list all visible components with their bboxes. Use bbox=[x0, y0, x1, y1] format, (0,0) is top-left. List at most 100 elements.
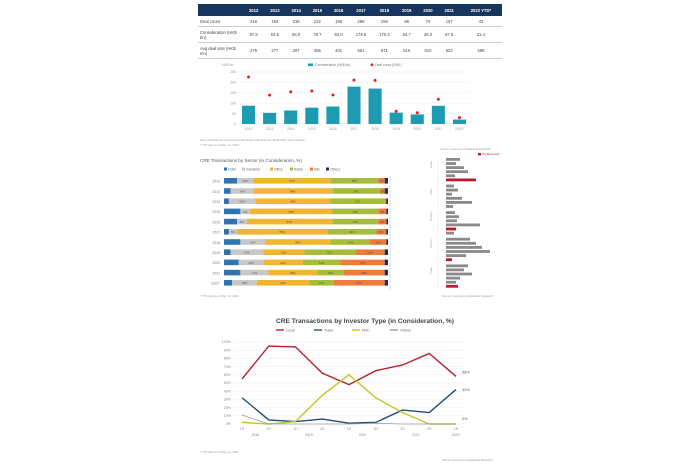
table-header-year: 2018 bbox=[372, 4, 397, 16]
sector-segment bbox=[228, 229, 238, 235]
segment-data-label: 18% bbox=[367, 251, 373, 255]
side-bar bbox=[446, 196, 462, 200]
sector-segment bbox=[332, 208, 379, 215]
segment-data-label: 25% bbox=[361, 271, 367, 275]
consideration-bar-chart: 0 50 100 150 200 250 HK$ bn 2012 2013 2014 2015 201… bbox=[222, 63, 470, 131]
legend-label-investor: Trade bbox=[324, 328, 333, 332]
segment-data-label: 55% bbox=[279, 230, 285, 234]
sector-segment bbox=[378, 218, 387, 225]
table-row: Consideration (HK$ bn) 87.8 53.6 65.0 78.7 84… bbox=[198, 26, 502, 43]
segment-data-label: 3% bbox=[380, 189, 385, 193]
sector-segment bbox=[238, 259, 264, 266]
sector-segment bbox=[232, 280, 257, 286]
x-tick-label: 2018 bbox=[371, 127, 379, 131]
segment-data-label: 10% bbox=[229, 210, 235, 214]
legend-swatch-sector bbox=[224, 167, 227, 171]
y-tick-label: 2013 bbox=[212, 190, 220, 194]
investor-breakdown-side-chart: Local PRC Foreign Others Trade Private Funds bbox=[429, 152, 500, 289]
y-tick-label: 2019 bbox=[212, 251, 220, 255]
y-tick-label: 0% bbox=[226, 422, 232, 426]
x-year-label: 2018 bbox=[252, 433, 260, 437]
side-bar bbox=[446, 280, 456, 284]
side-bar bbox=[446, 254, 466, 257]
table-header-blank bbox=[198, 4, 243, 16]
x-tick-label: 2021 bbox=[435, 127, 443, 131]
sector-segment bbox=[263, 259, 303, 266]
side-bar bbox=[446, 284, 458, 288]
y-axis-label: HK$ bn bbox=[222, 63, 233, 67]
table-header-row: 2012 2013 2014 2015 2016 2017 2018 2019 … bbox=[198, 4, 502, 16]
sector-segment bbox=[237, 218, 247, 225]
x-tick-label: 1H bbox=[454, 427, 459, 431]
deal-count-point bbox=[373, 78, 377, 82]
deal-count-point bbox=[310, 89, 314, 93]
sector-segment bbox=[330, 178, 379, 184]
deal-count-point bbox=[415, 111, 419, 115]
table-cell: 222 bbox=[306, 16, 328, 27]
segment-data-label: 30% bbox=[349, 230, 355, 234]
sector-segment bbox=[332, 218, 379, 225]
sector-segment bbox=[224, 239, 241, 245]
x-tick-label: 1H bbox=[400, 427, 405, 431]
side-bar bbox=[446, 237, 470, 241]
table-cell: 295 bbox=[349, 16, 373, 27]
side-group-label: Foreign bbox=[429, 211, 433, 221]
segment-data-label: 31% bbox=[327, 251, 333, 255]
sector-segment bbox=[255, 198, 331, 204]
table-cell: 87.5 bbox=[438, 26, 460, 43]
sector-segment bbox=[240, 269, 269, 276]
segment-data-label: 47% bbox=[289, 179, 295, 183]
table-header-year: 2022 YTD* bbox=[459, 4, 502, 16]
sector-segment bbox=[384, 259, 388, 266]
investor-chart-title: CRE Transactions by Investor Type (in Co… bbox=[276, 318, 454, 325]
sector-segment bbox=[330, 198, 385, 204]
y-tick-label: 90% bbox=[224, 348, 232, 352]
end-label-trade: 42% bbox=[462, 388, 470, 392]
segment-data-label: 9% bbox=[229, 261, 234, 265]
y-tick-label: 50 bbox=[232, 112, 236, 116]
deal-count-point bbox=[436, 97, 440, 101]
legend-label-sector: Industrial bbox=[246, 167, 260, 171]
side-bar bbox=[446, 166, 464, 169]
segment-data-label: 29% bbox=[352, 179, 358, 183]
segment-data-label: 33% bbox=[355, 200, 361, 204]
segment-data-label: 28% bbox=[352, 220, 358, 224]
sector-segment bbox=[230, 249, 264, 255]
sector-segment bbox=[224, 280, 233, 286]
segment-data-label: 28% bbox=[352, 210, 358, 214]
sector-segment bbox=[265, 239, 331, 245]
table-cell: 610 bbox=[417, 42, 439, 59]
side-bar bbox=[446, 192, 452, 196]
table-row-label: Consideration (HK$ bn) bbox=[198, 26, 243, 43]
segment-data-label: 29% bbox=[353, 189, 359, 193]
y-tick-label: 80% bbox=[224, 357, 232, 361]
deal-summary-table: 2012 2013 2014 2015 2016 2017 2018 2019 … bbox=[198, 4, 502, 59]
segment-data-label: 8% bbox=[229, 179, 234, 183]
deal-count-point bbox=[289, 90, 293, 94]
side-bar bbox=[446, 215, 459, 219]
side-legend-label: Private Funds bbox=[482, 152, 500, 156]
x-year-label: 2020 bbox=[359, 433, 367, 437]
sector-segment bbox=[379, 188, 385, 194]
side-bar bbox=[446, 188, 458, 192]
consideration-bar bbox=[431, 105, 445, 124]
table-row-label: Avg deal size (HK$ mn) bbox=[198, 42, 243, 59]
segment-data-label: 5% bbox=[380, 210, 385, 214]
table-header-year: 2012 bbox=[243, 4, 265, 16]
y-tick-label: 2022* bbox=[211, 282, 221, 286]
x-tick-label: 1H bbox=[293, 427, 298, 431]
sector-segment bbox=[250, 208, 333, 215]
x-year-label: 2021 bbox=[412, 433, 420, 437]
x-tick-label: 2017 bbox=[350, 127, 358, 131]
side-bar bbox=[446, 184, 454, 188]
segment-data-label: 15% bbox=[242, 281, 248, 285]
x-tick-label: 2016 bbox=[329, 127, 337, 131]
sector-segment bbox=[237, 229, 328, 235]
legend-label-deal-count: Deal count (RHS) bbox=[375, 63, 402, 67]
consideration-bar bbox=[284, 110, 298, 124]
side-bar bbox=[446, 268, 464, 272]
sector-segment bbox=[224, 188, 231, 194]
deal-count-point bbox=[394, 109, 398, 113]
segment-data-label: 31% bbox=[356, 281, 362, 285]
legend-swatch-sector bbox=[270, 167, 273, 171]
